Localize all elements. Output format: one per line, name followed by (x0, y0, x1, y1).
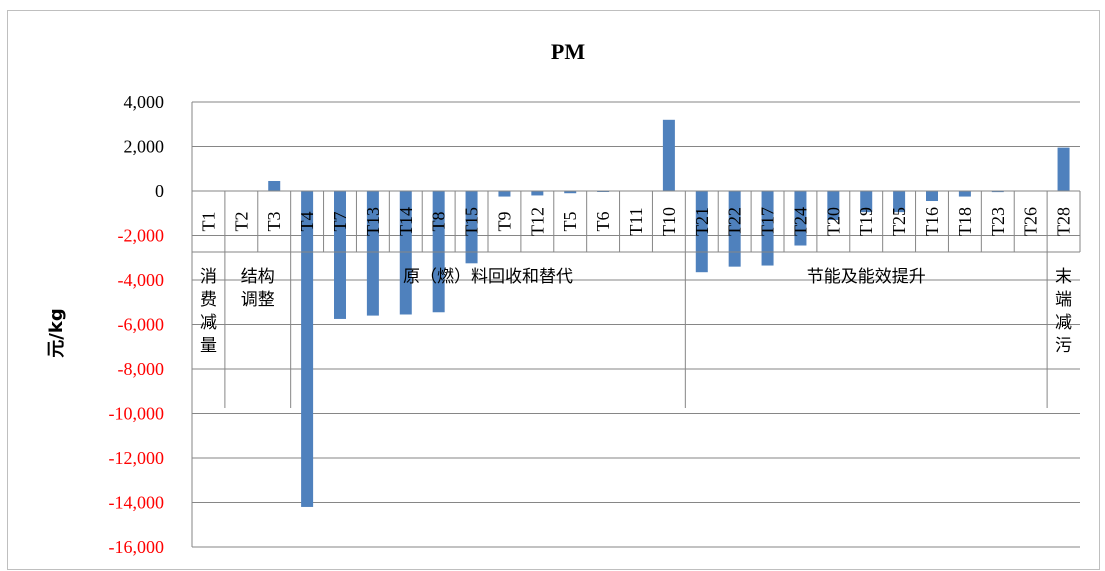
bar (827, 191, 840, 220)
group-label: 原（燃）料回收和替代 (403, 267, 573, 287)
y-tick-label: -4,000 (118, 270, 165, 290)
category-label: T19 (856, 207, 876, 236)
category-label: T23 (988, 207, 1008, 236)
y-tick-label: -12,000 (109, 448, 165, 468)
category-label: T5 (560, 212, 580, 232)
bar (662, 119, 675, 191)
chart-title: PM (551, 39, 585, 64)
group-label: 端 (1055, 290, 1072, 310)
bar (498, 191, 511, 197)
category-label: T11 (626, 207, 646, 235)
group-label: 调整 (241, 290, 275, 310)
bar (1057, 147, 1070, 191)
y-tick-label: -8,000 (118, 359, 165, 379)
bar (399, 191, 412, 315)
y-tick-label: -2,000 (118, 226, 165, 246)
y-tick-label: -6,000 (118, 315, 165, 335)
bar (926, 191, 938, 202)
bar (991, 191, 1004, 193)
grid-layer (191, 101, 1080, 548)
chart-svg: PM 元/kg T1 T2 T3 T4 T7 T13 T14 T8 T15 T9 T12 T5 T6 T1… (46, 39, 1081, 557)
bar (860, 191, 873, 213)
y-tick-label: 4,000 (124, 92, 165, 112)
category-label: T17 (758, 207, 778, 236)
bar (334, 191, 346, 319)
y-tick-label: 0 (155, 181, 164, 201)
group-label: 节能及能效提升 (807, 267, 926, 287)
bar (268, 180, 281, 191)
category-label: T16 (922, 207, 942, 236)
y-tick-labels: 4,000 2,000 0 -2,000 -4,000 -6,000 -8,000 -10,0… (109, 92, 165, 557)
category-label: T18 (955, 207, 975, 236)
y-tick-label: -14,000 (109, 493, 165, 513)
chart-frame: PM 元/kg T1 T2 T3 T4 T7 T13 T14 T8 T15 T9 T12 T5 T6 T1… (7, 10, 1100, 570)
bar (958, 191, 971, 197)
bar (366, 191, 379, 316)
category-label: T13 (363, 207, 383, 236)
group-label: 减 (200, 313, 217, 333)
group-label: 消 (200, 267, 217, 287)
category-label: T21 (692, 207, 712, 236)
category-label: T1 (198, 212, 218, 232)
category-label: T3 (264, 212, 284, 232)
group-label: 结构 (241, 267, 275, 287)
group-label: 减 (1055, 313, 1072, 333)
category-label: T26 (1021, 207, 1041, 236)
category-label: T2 (231, 212, 251, 232)
category-label: T25 (889, 207, 909, 236)
bars-layer (268, 119, 1070, 507)
y-tick-label: 2,000 (124, 137, 165, 157)
category-label: T15 (462, 207, 482, 236)
category-label: T9 (494, 212, 514, 232)
category-label: T24 (790, 207, 810, 236)
group-label: 末 (1055, 267, 1072, 287)
category-label: T8 (429, 212, 449, 232)
category-label: T7 (330, 212, 350, 232)
category-label: T22 (725, 207, 745, 236)
category-label: T20 (823, 207, 843, 236)
category-label: T12 (527, 207, 547, 236)
bar (564, 191, 577, 194)
bar (531, 191, 544, 196)
bar (301, 191, 314, 507)
group-label: 费 (200, 290, 217, 310)
bar (794, 191, 807, 246)
y-tick-label: -16,000 (109, 537, 165, 557)
y-tick-label: -10,000 (109, 404, 165, 424)
category-label: T14 (396, 207, 416, 236)
category-label: T10 (659, 207, 679, 236)
category-label: T6 (593, 212, 613, 232)
bar (728, 191, 741, 267)
bar (893, 191, 906, 213)
y-axis-label: 元/kg (46, 308, 67, 357)
group-label: 量 (200, 336, 217, 356)
category-label: T4 (297, 212, 317, 232)
category-label: T28 (1054, 207, 1074, 236)
bar (761, 191, 774, 266)
group-label: 污 (1055, 336, 1072, 356)
bar (465, 191, 478, 264)
category-table: T1 T2 T3 T4 T7 T13 T14 T8 T15 T9 T12 T5 T6 T11 T10 T21 T… (191, 190, 1081, 408)
